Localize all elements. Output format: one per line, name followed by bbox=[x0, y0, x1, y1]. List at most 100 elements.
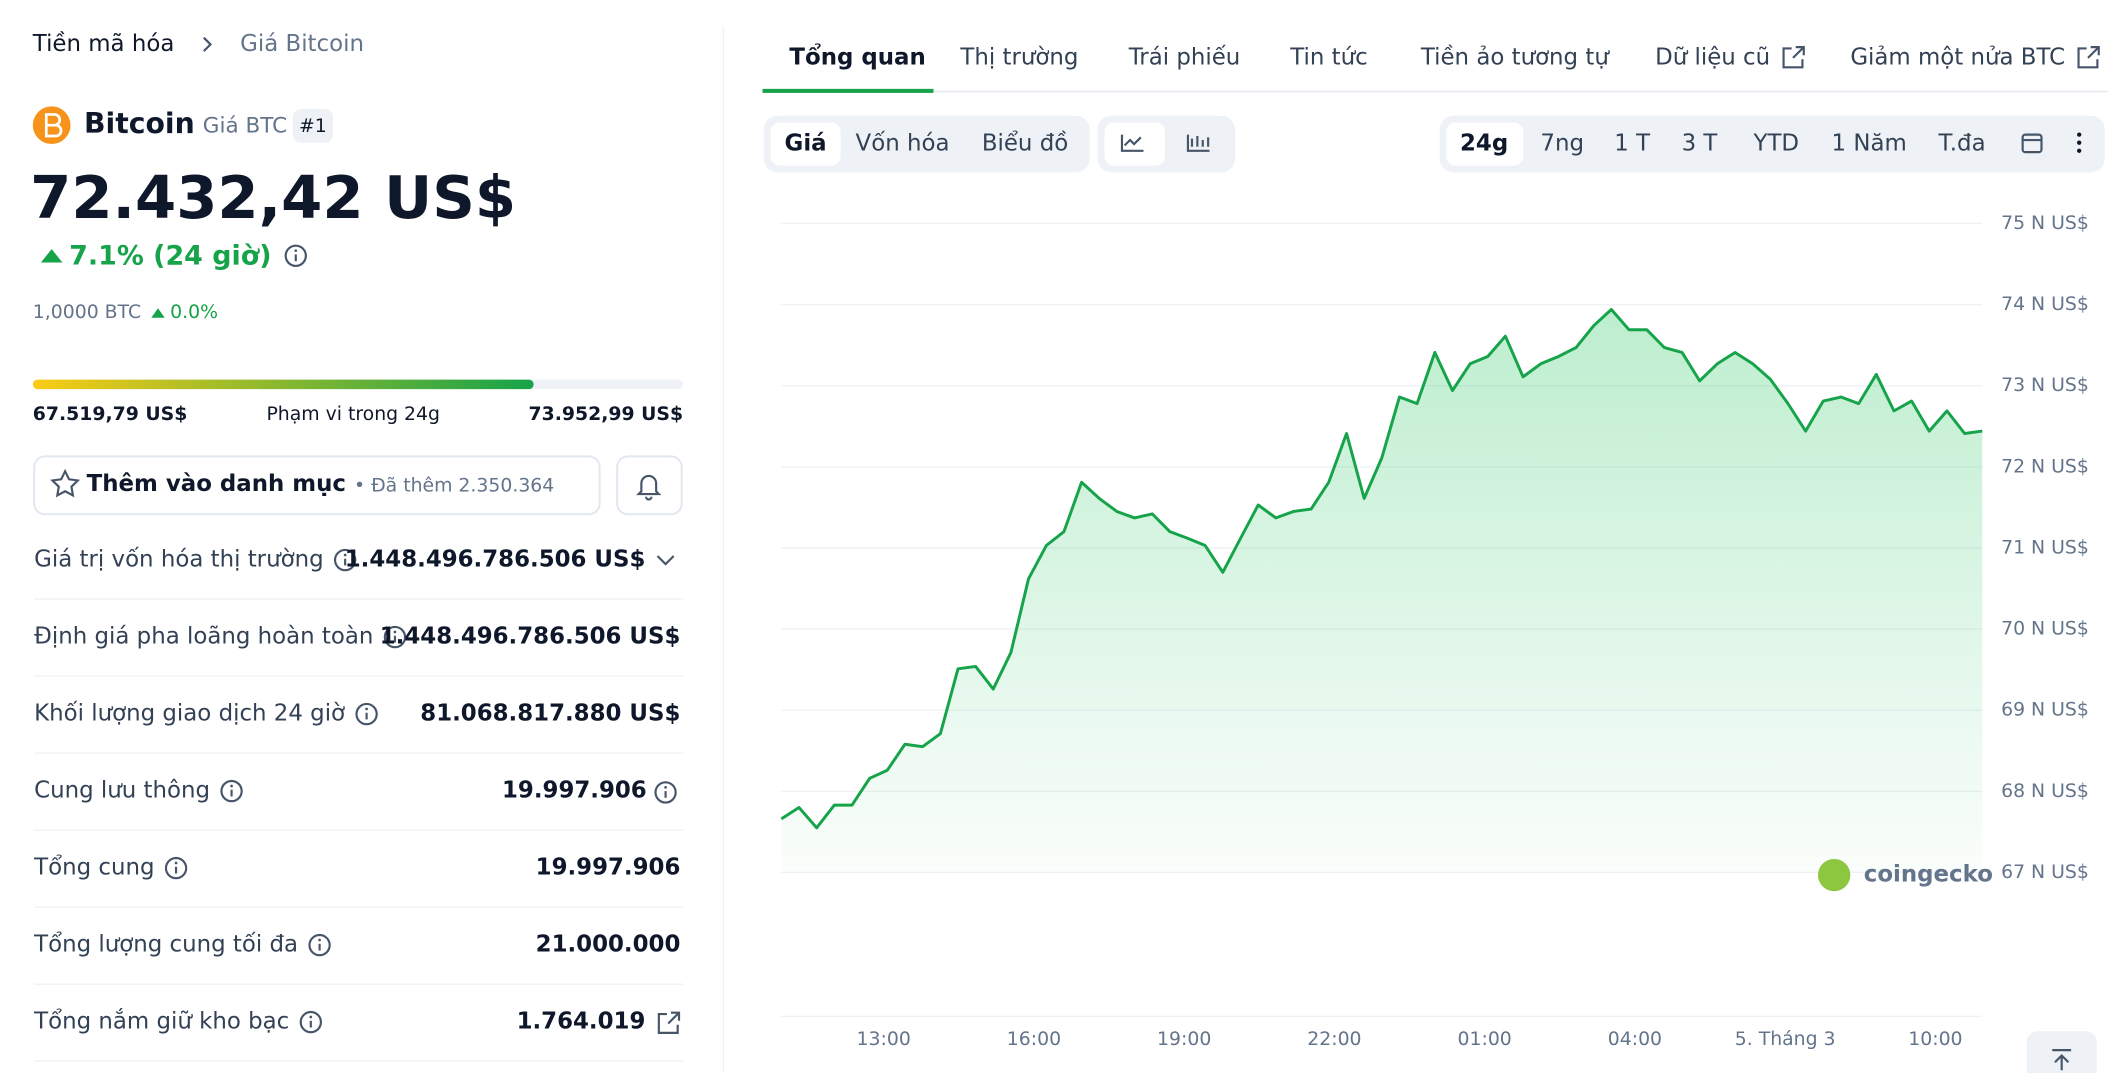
up-arrow bbox=[40, 249, 63, 263]
line-chart-icon bbox=[1120, 134, 1144, 152]
tab[interactable]: Giảm một nửa BTC bbox=[1850, 44, 2065, 70]
tab[interactable]: Tổng quan bbox=[789, 43, 925, 70]
y-tick-label: 74 N US$ bbox=[2001, 294, 2089, 315]
bell-icon bbox=[636, 474, 662, 501]
x-tick-label: 19:00 bbox=[1157, 1029, 1211, 1050]
info-icon[interactable] bbox=[284, 244, 307, 267]
info-icon-dot bbox=[309, 1015, 313, 1019]
coin-logo-mark bbox=[44, 113, 63, 138]
more-icon[interactable] bbox=[2077, 132, 2082, 153]
stat-label: Cung lưu thông bbox=[34, 778, 210, 804]
price-chart: 67 N US$ 68 N US$ 69 N US$ 70 N US$ 71 N US$… bbox=[780, 213, 2089, 1050]
view-active bbox=[770, 122, 841, 166]
scroll-top-button[interactable] bbox=[2026, 1031, 2097, 1073]
candle-icon[interactable] bbox=[1186, 134, 1210, 152]
tab[interactable]: Trái phiếu bbox=[1128, 44, 1241, 70]
info-icon[interactable] bbox=[164, 856, 188, 880]
tab[interactable]: Dữ liệu cũ bbox=[1655, 44, 1770, 70]
range-option[interactable]: 7ng bbox=[1540, 131, 1584, 157]
coin-name: Bitcoin bbox=[84, 107, 195, 140]
info-icon[interactable] bbox=[355, 702, 378, 726]
range-fill bbox=[32, 379, 534, 390]
info-icon-dot bbox=[393, 630, 397, 634]
y-tick-label: 67 N US$ bbox=[2001, 862, 2089, 883]
range-option[interactable]: 3 T bbox=[1682, 131, 1719, 157]
range-low: 67.519,79 US$ bbox=[33, 404, 188, 425]
watchlist-label: Thêm vào danh mục bbox=[87, 471, 346, 497]
price: 72.432,42 US$ bbox=[30, 163, 516, 232]
external-link-icon[interactable] bbox=[657, 1011, 681, 1034]
x-tick-label: 10:00 bbox=[1908, 1029, 1962, 1050]
info-icon[interactable] bbox=[220, 779, 243, 803]
stat-value: 19.997.906 bbox=[502, 778, 647, 804]
view-options: Giá Vốn hóa Biểu đồ bbox=[785, 131, 1069, 157]
x-tick-label: 04:00 bbox=[1608, 1029, 1662, 1050]
range-option[interactable]: T.đa bbox=[1938, 131, 1986, 157]
info-icon[interactable] bbox=[383, 625, 407, 649]
y-tick-label: 70 N US$ bbox=[2001, 619, 2089, 640]
x-tick-label: 22:00 bbox=[1307, 1029, 1361, 1050]
range-option[interactable]: 1 T bbox=[1614, 131, 1651, 157]
x-tick-label: 01:00 bbox=[1458, 1029, 1512, 1050]
info-icon-dot bbox=[664, 785, 667, 789]
rank-badge bbox=[292, 109, 334, 143]
info-icon-dot bbox=[318, 938, 321, 942]
view-option[interactable]: Giá bbox=[785, 131, 827, 157]
x-tick-label: 13:00 bbox=[857, 1029, 911, 1050]
stat-value: 21.000.000 bbox=[536, 932, 681, 958]
btc-price: 1,0000 BTC bbox=[33, 302, 141, 323]
stat-label: Định giá pha loãng hoàn toàn bbox=[34, 624, 373, 650]
range-option[interactable]: 24g bbox=[1460, 131, 1508, 157]
range-option[interactable]: YTD bbox=[1752, 131, 1799, 157]
info-icon[interactable] bbox=[333, 548, 357, 572]
info-icon[interactable] bbox=[654, 781, 677, 804]
watchlist-button[interactable] bbox=[33, 455, 601, 516]
price-line bbox=[780, 308, 1983, 830]
stat-value: 1.764.019 bbox=[517, 1009, 646, 1035]
scroll-top-icon bbox=[2052, 1049, 2072, 1071]
tab[interactable]: Thị trường bbox=[959, 44, 1078, 70]
stat-label: Tổng nắm giữ kho bạc bbox=[33, 1008, 289, 1035]
tab-bar: Tổng quan Thị trường Trái phiếu Tin tức Tiền… bbox=[789, 43, 2100, 70]
tab[interactable]: Tin tức bbox=[1289, 44, 1367, 70]
info-icon-dot bbox=[294, 249, 298, 253]
expand-icon[interactable] bbox=[656, 555, 675, 566]
info-icon[interactable] bbox=[299, 1010, 322, 1034]
stat-value: 1.448.496.786.506 US$ bbox=[345, 547, 646, 573]
range-option[interactable]: 1 Năm bbox=[1832, 131, 1907, 157]
external-link-icon[interactable] bbox=[1782, 46, 1805, 69]
info-icon-dot bbox=[343, 553, 347, 557]
watermark: coingecko bbox=[1864, 862, 1993, 888]
rank: #1 bbox=[299, 116, 327, 137]
coin-symbol: Giá BTC bbox=[203, 114, 287, 139]
stat-label: Khối lượng giao dịch 24 giờ bbox=[34, 701, 345, 727]
y-tick-label: 75 N US$ bbox=[2001, 213, 2089, 234]
info-icon[interactable] bbox=[308, 933, 331, 957]
watermark-logo bbox=[1818, 858, 1851, 892]
stat-value: 19.997.906 bbox=[536, 855, 681, 881]
x-tick-label: 5. Tháng 3 bbox=[1735, 1029, 1836, 1050]
breadcrumb-item: Giá Bitcoin bbox=[240, 31, 364, 57]
active-tab-indicator bbox=[762, 88, 934, 93]
range-label: Phạm vi trong 24g bbox=[266, 404, 440, 425]
view-option[interactable]: Biểu đồ bbox=[982, 131, 1068, 157]
stats-list: Giá trị vốn hóa thị trường 1.448.496.786.… bbox=[33, 547, 684, 1062]
info-icon[interactable] bbox=[284, 244, 307, 267]
stat-value: 81.068.817.880 US$ bbox=[420, 701, 680, 727]
stat-value: 1.448.496.786.506 US$ bbox=[380, 624, 681, 650]
tab[interactable]: Tiền ảo tương tự bbox=[1420, 44, 1610, 70]
y-tick-label: 69 N US$ bbox=[2001, 700, 2089, 721]
range-toggle bbox=[1439, 115, 2105, 173]
info-icon-dot bbox=[174, 861, 178, 865]
breadcrumb-item[interactable]: Tiền mã hóa bbox=[32, 31, 175, 57]
price-area bbox=[781, 309, 1983, 873]
alert-button[interactable] bbox=[616, 455, 683, 516]
star-icon bbox=[50, 468, 81, 498]
external-link-icon[interactable] bbox=[2077, 46, 2100, 69]
price-change: 7.1% (24 giờ) bbox=[69, 241, 271, 272]
btc-change: 0.0% bbox=[170, 302, 218, 323]
view-option[interactable]: Vốn hóa bbox=[856, 131, 950, 157]
stat-label: Tổng lượng cung tối đa bbox=[33, 932, 298, 958]
calendar-icon[interactable] bbox=[2021, 133, 2043, 154]
